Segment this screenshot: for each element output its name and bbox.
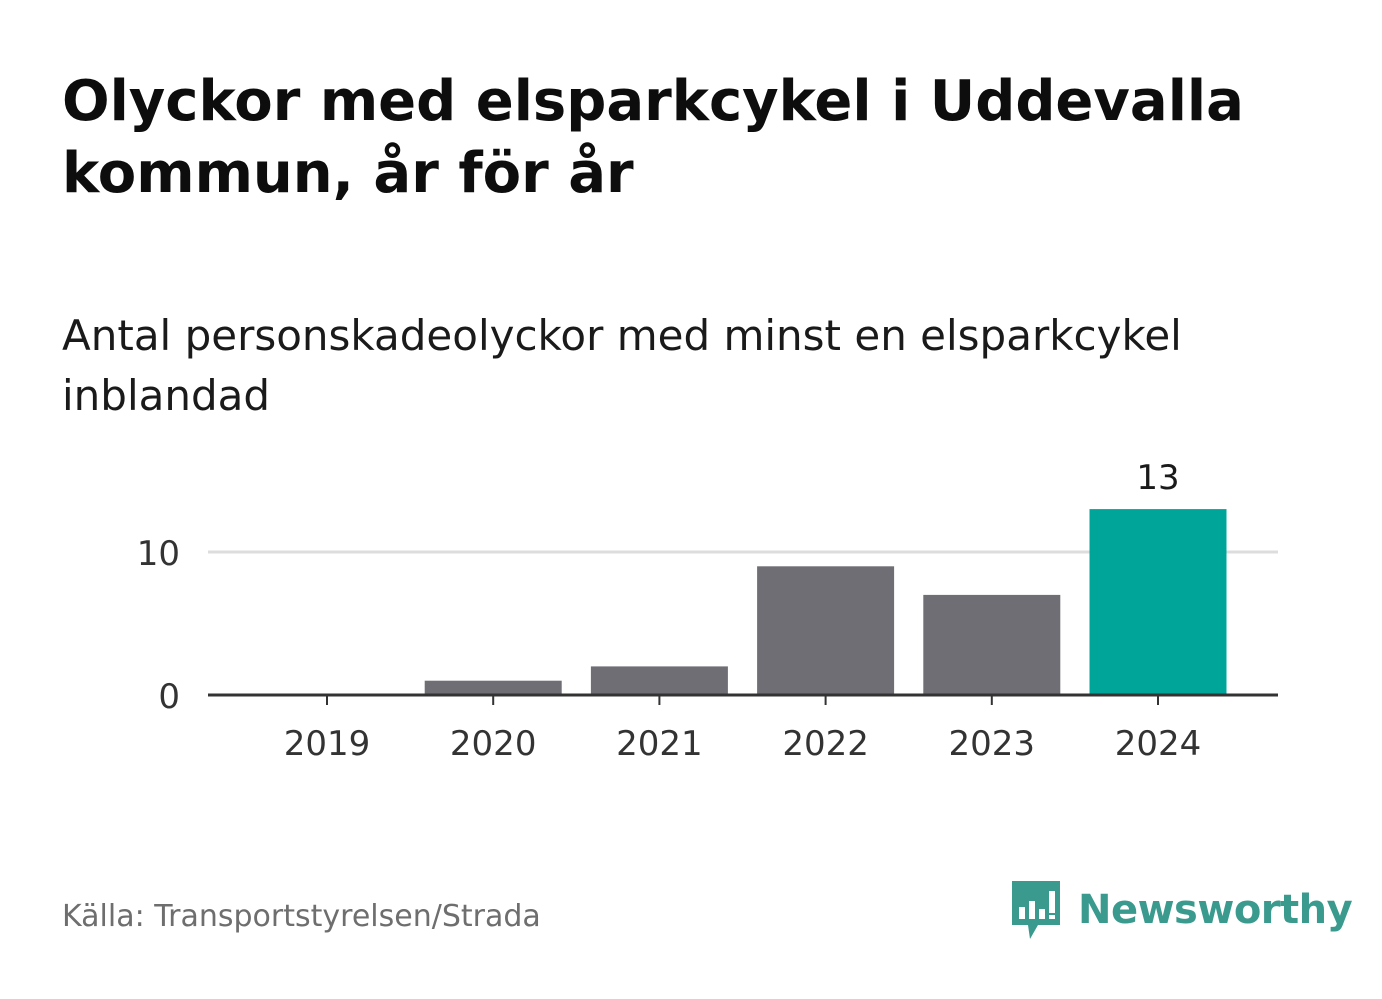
x-tick-label: 2024 (1115, 724, 1202, 764)
y-tick-label: 10 (137, 534, 180, 574)
y-tick-label: 0 (158, 677, 180, 717)
x-tick-label: 2023 (949, 724, 1036, 764)
x-tick-label: 2021 (616, 724, 703, 764)
x-axis (208, 693, 1278, 705)
x-tick-label: 2022 (782, 724, 869, 764)
bar-2023 (923, 594, 1061, 695)
brand-name: Newsworthy (1078, 887, 1353, 933)
bar-2021 (590, 666, 728, 695)
bar-2022 (757, 566, 895, 695)
source-note: Källa: Transportstyrelsen/Strada (62, 899, 541, 934)
bar-2024 (1089, 509, 1227, 695)
x-tick-label: 2020 (450, 724, 537, 764)
y-tick-labels: 0 10 (137, 534, 180, 717)
chart-subtitle: Antal personskadeolyckor med minst en el… (62, 311, 1182, 420)
x-tick-label: 2019 (284, 724, 371, 764)
bars (424, 509, 1227, 695)
brand-logo: Newsworthy (1010, 878, 1353, 942)
bar-2020 (424, 680, 562, 695)
x-tick-labels: 2019 2020 2021 2022 2023 2024 (284, 724, 1202, 764)
data-label: 13 (1136, 458, 1179, 498)
chart-title: Olyckor med elsparkcykel i Uddevalla kom… (62, 69, 1244, 206)
newsworthy-logo-icon (1012, 881, 1060, 939)
data-labels: 13 (1136, 458, 1179, 498)
